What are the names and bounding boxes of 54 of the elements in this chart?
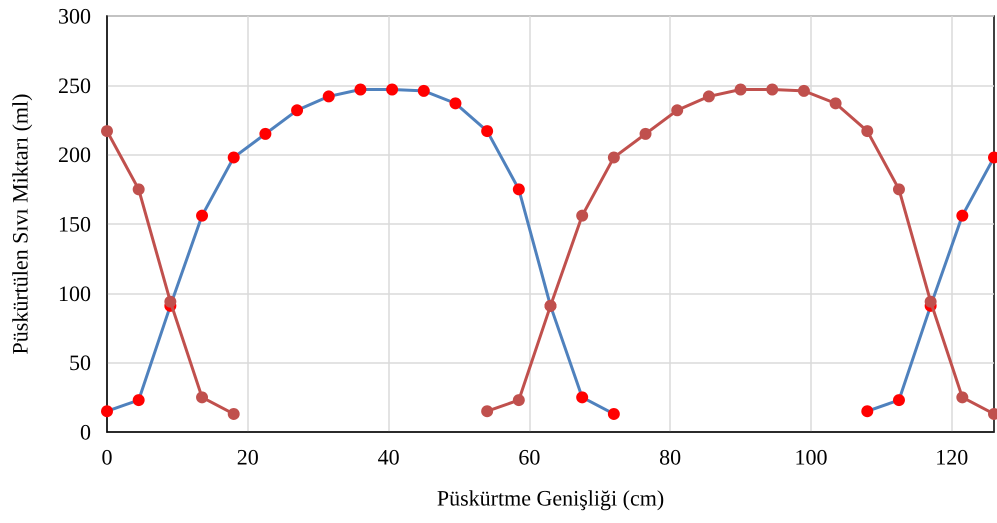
- point: [892, 183, 905, 196]
- point: [164, 296, 176, 308]
- x-tick-label: 20: [236, 444, 259, 470]
- x-tick-label: 100: [794, 444, 828, 470]
- y-tick-label: 300: [58, 4, 91, 28]
- point: [702, 90, 715, 102]
- point: [512, 394, 525, 406]
- y-axis-title: Püskürtülen Sıvı Miktarı (ml): [8, 94, 32, 354]
- point: [132, 394, 145, 406]
- point: [608, 408, 620, 420]
- x-tick-label: 60: [518, 444, 540, 470]
- point: [228, 408, 240, 420]
- point: [861, 125, 874, 138]
- point: [259, 128, 272, 140]
- x-tick-label: 120: [935, 444, 968, 470]
- point: [196, 391, 208, 404]
- point: [576, 210, 588, 222]
- y-tick-label: 100: [58, 280, 91, 306]
- point: [576, 391, 588, 404]
- point: [512, 183, 525, 196]
- point: [291, 104, 304, 116]
- point: [924, 296, 937, 308]
- point: [354, 83, 366, 96]
- y-tick-label: 150: [58, 212, 91, 236]
- point: [418, 84, 430, 97]
- point: [671, 104, 684, 116]
- point: [481, 405, 494, 418]
- point: [101, 125, 113, 138]
- point: [861, 405, 874, 418]
- x-tick-label: 0: [102, 444, 112, 470]
- y-tick-label: 200: [58, 142, 91, 168]
- point: [196, 210, 208, 222]
- point: [322, 90, 335, 102]
- x-tick-label: 80: [659, 444, 682, 470]
- x-axis-title: Püskürtme Genişliği (cm): [436, 486, 664, 510]
- y-tick-label: 250: [58, 72, 91, 98]
- x-tick-label: 40: [378, 444, 400, 470]
- point: [798, 84, 810, 97]
- point: [132, 183, 145, 196]
- point: [830, 97, 842, 110]
- point: [608, 151, 620, 164]
- point: [449, 97, 462, 110]
- point: [734, 83, 747, 96]
- point: [766, 83, 778, 96]
- point: [956, 210, 968, 222]
- y-tick-label: 50: [69, 350, 91, 376]
- y-tick-label: 0: [80, 420, 91, 444]
- point: [101, 405, 113, 418]
- point: [892, 394, 905, 406]
- point: [640, 128, 652, 140]
- point: [386, 83, 398, 96]
- point: [481, 125, 494, 138]
- point: [228, 151, 240, 164]
- point: [956, 391, 968, 404]
